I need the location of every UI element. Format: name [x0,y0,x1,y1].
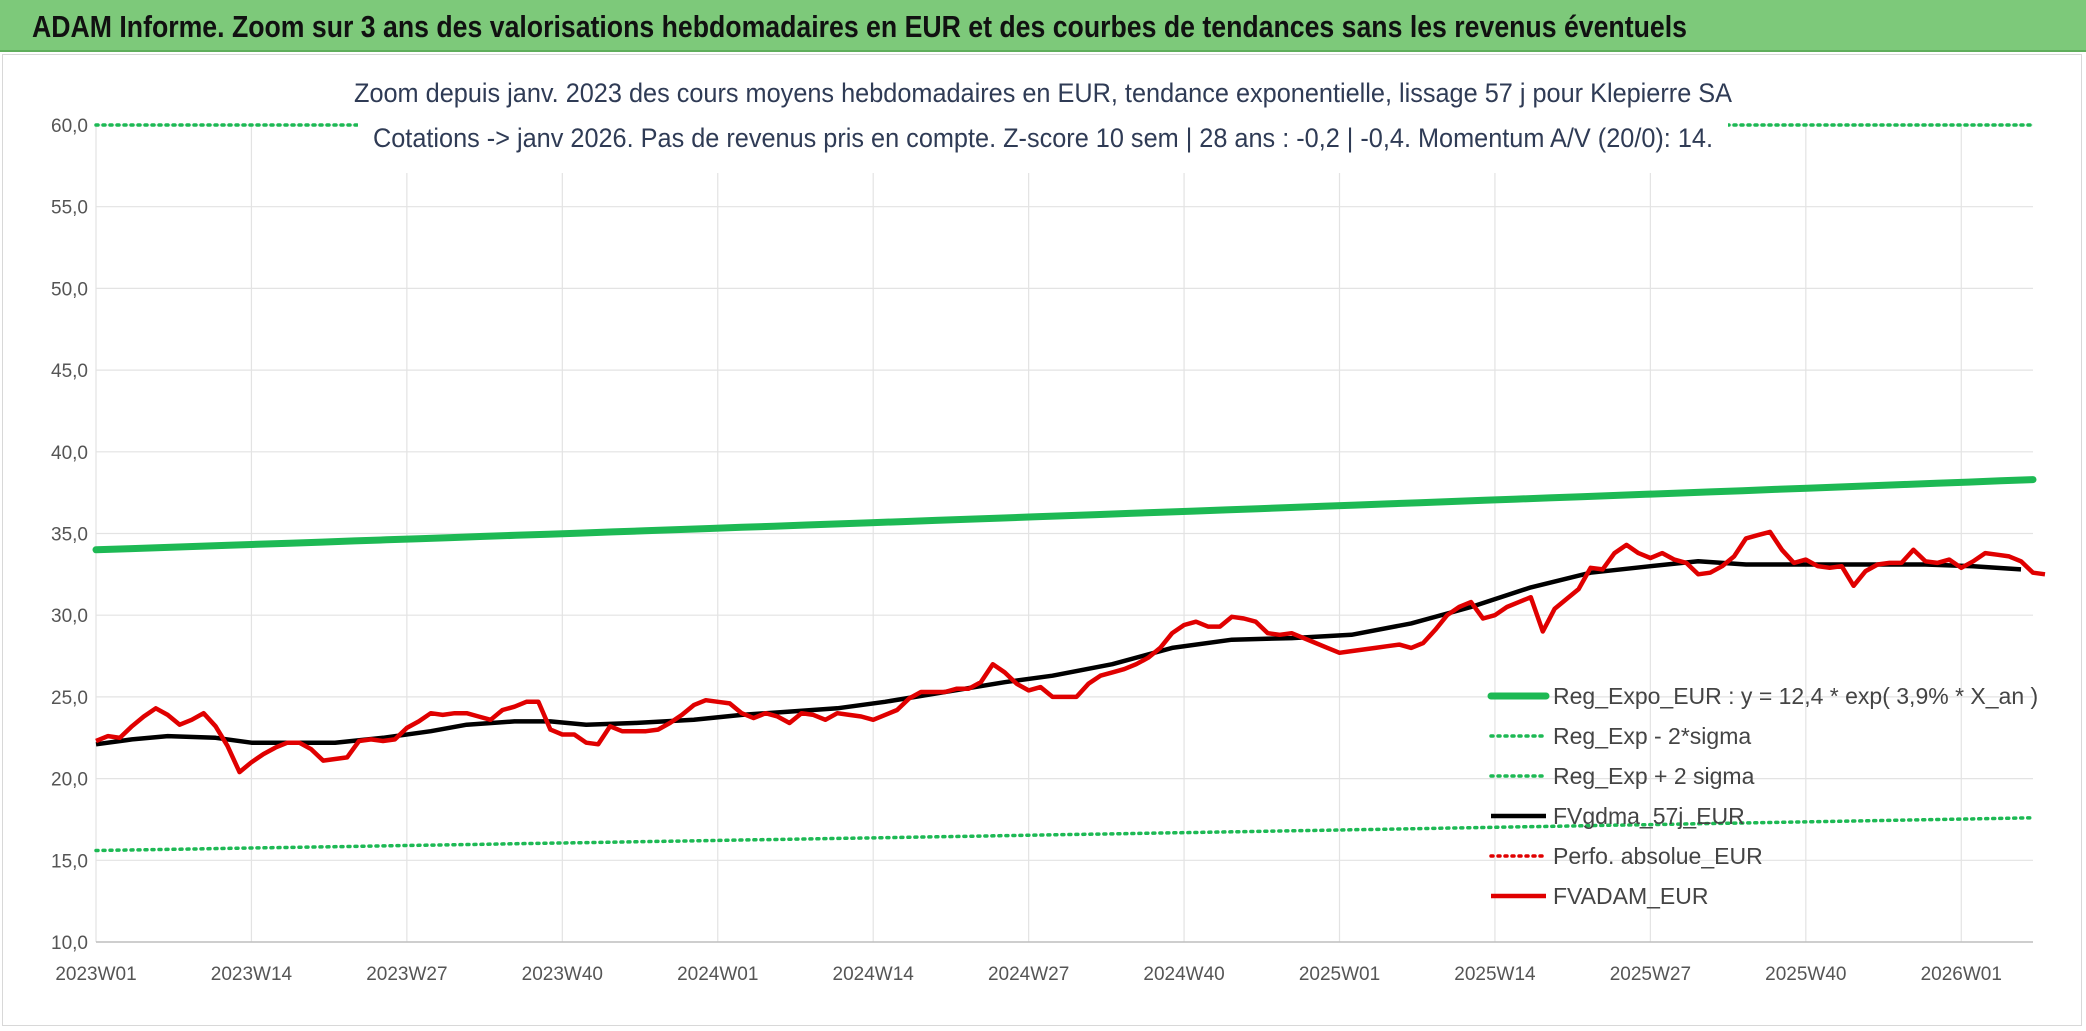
legend-label-3: Reg_Exp + 2 sigma [1553,763,1755,789]
x-tick-label: 2024W40 [1143,964,1224,985]
chart-frame: 10,0 15,0 20,0 25,0 30,0 35,0 40,0 45,0 50,0 55,0… [2,54,2082,1026]
y-tick-label: 25,0 [51,688,88,709]
y-tick-label: 35,0 [51,525,88,546]
y-axis-ticks: 10,0 15,0 20,0 25,0 30,0 35,0 40,0 45,0 50,0 55,0… [51,116,88,954]
chart-title-line1: Zoom depuis janv. 2023 des cours moyens … [354,78,1732,108]
x-tick-label: 2025W40 [1765,964,1846,985]
x-tick-label: 2025W01 [1299,964,1380,985]
x-tick-label: 2023W14 [211,964,293,985]
y-tick-label: 45,0 [51,361,88,382]
series-line-4-fvgdma-57j-eur [95,559,2022,747]
x-tick-label: 2023W01 [55,964,136,985]
report-banner: ADAM Informe. Zoom sur 3 ans des valoris… [0,0,2086,52]
x-tick-label: 2026W01 [1921,964,2002,985]
report-title: ADAM Informe. Zoom sur 3 ans des valoris… [32,9,1687,44]
x-tick-label: 2023W40 [522,964,603,985]
x-tick-label: 2024W01 [677,964,758,985]
y-tick-label: 10,0 [51,933,88,954]
series-line-6-fvadam-eur [95,529,2046,775]
x-tick-label: 2024W14 [833,964,915,985]
y-tick-label: 40,0 [51,443,88,464]
legend-label-6: FVADAM_EUR [1553,883,1709,909]
y-tick-label: 50,0 [51,279,88,300]
legend-label-2: Reg_Exp - 2*sigma [1553,723,1751,749]
x-axis-ticks: 2023W01 2023W14 2023W27 2023W40 2024W01 2024W… [55,964,2002,985]
legend-label-5: Perfo. absolue_EUR [1553,843,1763,869]
x-tick-label: 2024W27 [988,964,1069,985]
chart-title-line2: Cotations -> janv 2026. Pas de revenus p… [373,123,1713,153]
legend-label-4: FVgdma_57j_EUR [1553,803,1745,829]
x-tick-label: 2025W27 [1610,964,1691,985]
series-line-2-reg-exp-2-sigma [94,816,2035,853]
y-tick-label: 30,0 [51,606,88,627]
series-line-1-reg-expo-eur-y-12-4-exp-3-9-x- [92,476,2037,554]
chart-legend[interactable]: Reg_Expo_EUR : y = 12,4 * exp( 3,9% * X_… [1487,683,2038,909]
price-chart: 10,0 15,0 20,0 25,0 30,0 35,0 40,0 45,0 50,0 55,0… [51,55,2046,985]
y-tick-label: 55,0 [51,198,88,219]
x-tick-label: 2023W27 [366,964,447,985]
legend-label-1: Reg_Expo_EUR : y = 12,4 * exp( 3,9% * X_… [1553,683,2038,709]
title-backdrop [358,55,1728,173]
series-lines [92,123,2046,853]
y-tick-label: 60,0 [51,116,88,137]
y-tick-label: 15,0 [51,851,88,872]
x-tick-label: 2025W14 [1454,964,1536,985]
y-tick-label: 20,0 [51,770,88,791]
